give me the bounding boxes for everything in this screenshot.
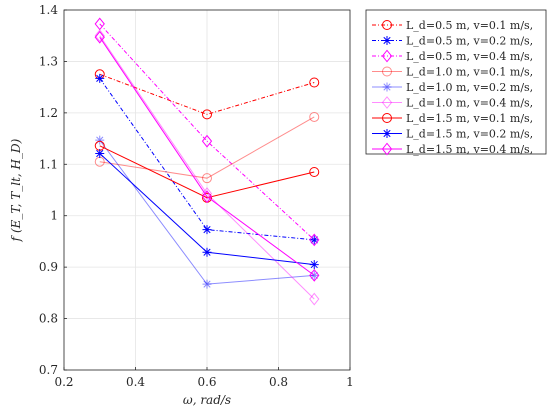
legend-label: L_d=0.5 m, v=0.1 m/s, xyxy=(406,19,533,32)
y-tick-label: 1.4 xyxy=(39,3,58,17)
data-point xyxy=(201,134,213,148)
x-tick-label: 0.8 xyxy=(269,375,288,389)
data-point xyxy=(95,148,105,158)
x-tick-label: 1 xyxy=(346,375,354,389)
legend-entry: L_d=1.0 m, v=0.2 m/s, xyxy=(372,81,533,94)
data-point xyxy=(309,167,320,177)
x-tick-label: 0.6 xyxy=(197,375,216,389)
series-line xyxy=(99,116,315,179)
legend-entry: L_d=0.5 m, v=0.2 m/s, xyxy=(372,35,533,48)
legend-marker xyxy=(382,113,392,123)
y-tick-label: 1 xyxy=(50,209,58,223)
data-point xyxy=(309,77,320,88)
data-point xyxy=(201,190,213,204)
y-tick-label: 0.7 xyxy=(39,363,58,377)
data-point xyxy=(309,260,319,270)
legend-label: L_d=1.5 m, v=0.1 m/s, xyxy=(406,112,533,125)
legend-label: L_d=1.5 m, v=0.2 m/s, xyxy=(406,128,533,141)
series-9 xyxy=(94,30,320,282)
data-point xyxy=(95,135,105,145)
data-point xyxy=(94,30,105,44)
x-axis-label: ω, rad/s xyxy=(183,393,231,407)
series-4 xyxy=(94,111,320,184)
series-line xyxy=(99,73,315,115)
legend-marker xyxy=(382,82,392,92)
data-point xyxy=(94,29,105,43)
data-point xyxy=(309,292,320,306)
y-tick-label: 1.1 xyxy=(39,157,58,171)
y-tick-label: 1.3 xyxy=(39,54,58,68)
legend-marker xyxy=(382,20,392,30)
legend-marker xyxy=(382,66,392,77)
legend-entry: L_d=1.5 m, v=0.2 m/s, xyxy=(372,128,533,141)
series-line xyxy=(99,139,315,285)
data-point xyxy=(202,173,212,184)
legend-marker xyxy=(381,49,393,63)
legend: L_d=0.5 m, v=0.1 m/s, L_d=0.5 m, v=0.2 m/… xyxy=(365,9,547,156)
legend-marker xyxy=(382,129,392,138)
data-point xyxy=(202,279,212,289)
y-tick-label: 1.2 xyxy=(39,106,58,120)
series-7 xyxy=(94,140,320,203)
legend-label: L_d=0.5 m, v=0.4 m/s, xyxy=(406,50,533,63)
series-3 xyxy=(94,17,320,247)
series-line xyxy=(99,36,315,276)
legend-entry: L_d=1.0 m, v=0.4 m/s, xyxy=(372,96,533,110)
legend-entry: L_d=1.5 m, v=0.1 m/s, xyxy=(372,112,533,125)
y-tick-label: 0.9 xyxy=(39,260,58,274)
legend-box xyxy=(365,9,547,155)
data-point xyxy=(309,233,320,247)
legend-entry: L_d=1.5 m, v=0.4 m/s, xyxy=(372,142,533,156)
grid xyxy=(63,9,351,371)
legend-marker xyxy=(381,96,393,109)
legend-marker xyxy=(382,36,392,45)
x-tick-label: 0.2 xyxy=(54,375,73,389)
y-tick-label: 0.8 xyxy=(39,312,58,326)
series-layer xyxy=(94,17,320,306)
data-point xyxy=(309,235,319,245)
data-point xyxy=(202,109,212,120)
series-8 xyxy=(95,148,319,270)
legend-items: L_d=0.5 m, v=0.1 m/s, L_d=0.5 m, v=0.2 m/… xyxy=(372,19,533,156)
legend-label: L_d=1.5 m, v=0.4 m/s, xyxy=(406,143,533,156)
series-line xyxy=(99,145,315,199)
x-tick-label: 0.4 xyxy=(126,375,145,389)
data-point xyxy=(94,17,105,31)
series-2 xyxy=(95,73,319,245)
y-axis-label: f (E_T, T_lt, H_D) xyxy=(9,138,23,242)
data-point xyxy=(309,111,320,122)
legend-entry: L_d=1.0 m, v=0.1 m/s, xyxy=(372,66,533,79)
data-point xyxy=(202,247,212,257)
axis-ticks: 0.2 0.4 0.6 0.8 1 0.7 0.8 0.9 1 1.1 1.2 1.3 1.4 xyxy=(39,3,354,389)
data-point xyxy=(202,225,212,235)
data-point xyxy=(95,73,105,83)
legend-label: L_d=1.0 m, v=0.2 m/s, xyxy=(406,81,533,94)
data-point xyxy=(309,268,320,282)
legend-label: L_d=0.5 m, v=0.2 m/s, xyxy=(406,35,533,48)
legend-entry: L_d=0.5 m, v=0.4 m/s, xyxy=(372,49,533,63)
legend-label: L_d=1.0 m, v=0.4 m/s, xyxy=(406,97,533,110)
legend-label: L_d=1.0 m, v=0.1 m/s, xyxy=(406,66,533,79)
legend-marker xyxy=(381,142,393,156)
legend-entry: L_d=0.5 m, v=0.1 m/s, xyxy=(372,19,533,32)
